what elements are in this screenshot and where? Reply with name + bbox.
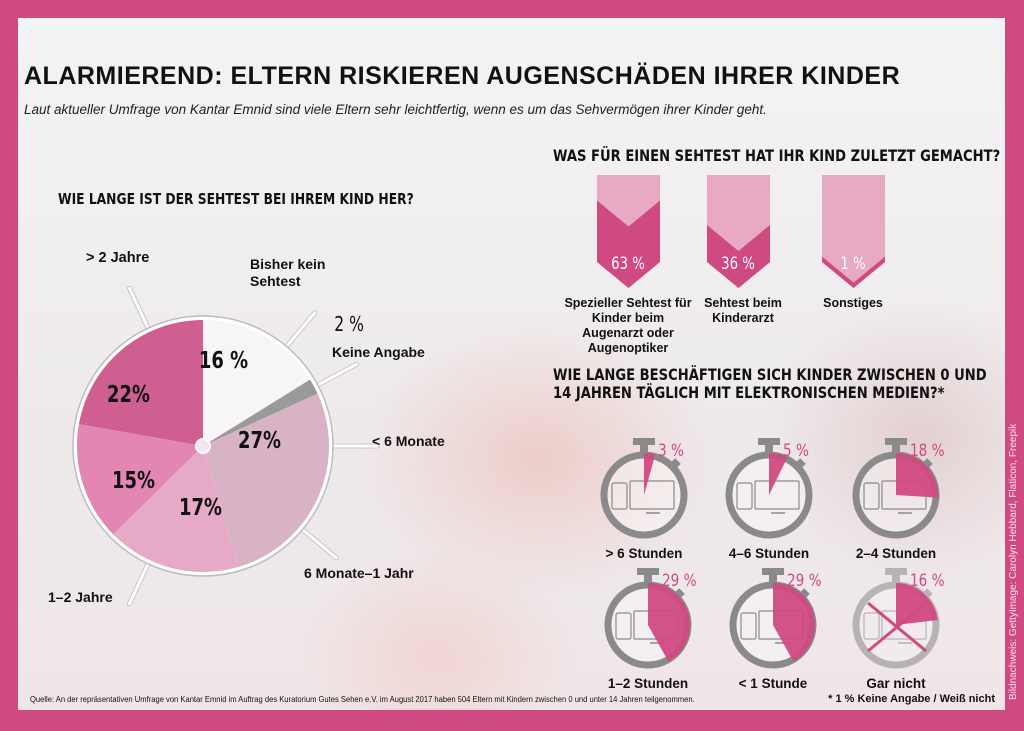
pie-chart: [72, 285, 380, 607]
pie-slice: [77, 424, 203, 535]
chevron-bar-fill: [707, 224, 770, 288]
pie-slice: [113, 446, 239, 572]
smartphone-icon: [615, 612, 632, 640]
pie-chart-title: WIE LANGE IST DER SEHTEST BEI IHREM KIND…: [58, 190, 414, 208]
stopwatch-label: Gar nicht: [866, 676, 926, 691]
pie-value-lt-6-monate: 27%: [238, 428, 282, 454]
stopwatch-chart-title: WIE LANGE BESCHÄFTIGEN SICH KINDER ZWISC…: [553, 365, 987, 402]
pie-value-1-2-jahre: 15%: [112, 468, 156, 494]
stopwatch-label: 2–4 Stunden: [855, 546, 937, 561]
chevron-chart: [597, 175, 885, 288]
stopwatch-value: 16 %: [910, 571, 945, 591]
infographic-panel: ALARMIEREND: ELTERN RISKIEREN AUGENSCHÄD…: [18, 18, 1005, 710]
pie-leader-line-inner: [127, 286, 149, 328]
chevron-bar-fill: [597, 200, 660, 288]
pie-leader-line-inner: [302, 529, 338, 560]
monitor-icon: [754, 480, 800, 510]
chevron-label-1: Sehtest beim Kinderarzt: [704, 296, 782, 325]
stopwatch-sector: [773, 583, 815, 662]
pie-slice: [203, 379, 318, 446]
pie-slice: [78, 320, 203, 446]
chevron-bar-fill: [822, 256, 885, 288]
smartphone-icon: [736, 482, 753, 510]
source-note: Quelle: An der repräsentativen Umfrage v…: [30, 695, 695, 704]
stopwatch-sector: [644, 453, 656, 495]
stopwatch-sector: [769, 453, 788, 495]
stopwatch-label: 1–2 Stunden: [607, 676, 689, 691]
pie-value-kein-sehtest: 16 %: [198, 348, 249, 374]
stopwatch-label: < 1 Stunde: [738, 676, 808, 691]
chevron-value-2: 1 %: [840, 254, 866, 274]
pie-label-1-2-jahre: 1–2 Jahre: [48, 589, 113, 605]
chevron-value-0: 63 %: [611, 254, 645, 274]
smartphone-icon: [863, 482, 880, 510]
chevron-value-1: 36 %: [721, 254, 755, 274]
stopwatch-value: 5 %: [783, 441, 809, 461]
pie-center: [195, 438, 211, 454]
stopwatch-sector: [896, 583, 938, 625]
pie-label-gt-2-jahre: > 2 Jahre: [86, 250, 150, 266]
chevron-label-2: Sonstiges: [823, 296, 883, 310]
pie-value-keine-angabe: 2 %: [334, 312, 364, 336]
footnote: * 1 % Keine Angabe / Weiß nicht: [828, 693, 995, 705]
stopwatch-value: 18 %: [910, 441, 945, 461]
page-subtitle: Laut aktueller Umfrage von Kantar Emnid …: [24, 102, 767, 117]
stopwatch-value: 29 %: [787, 571, 822, 591]
smartphone-icon: [740, 612, 757, 640]
pie-slice: [203, 320, 311, 446]
pie-leader-line-inner: [127, 564, 149, 606]
monitor-icon: [629, 480, 675, 510]
pie-label-keine-angabe: Keine Angabe: [332, 344, 425, 360]
chevron-chart-title: WAS FÜR EINEN SEHTEST HAT IHR KIND ZULET…: [553, 146, 1001, 165]
image-credit: Bildnachweis: GettyImage: Carolyn Hebbar…: [1008, 423, 1019, 700]
pie-slice: [203, 393, 329, 567]
pie-label-kein-sehtest: Bisher kein Sehtest: [250, 256, 326, 289]
chevron-label-0: Spezieller Sehtest für Kinder beim Augen…: [564, 296, 692, 355]
pie-value-6-monate-1-jahr: 17%: [179, 495, 223, 521]
stopwatch-chart: [600, 438, 940, 669]
chevron-bar-background: [822, 175, 885, 288]
pie-leader-line-inner: [318, 362, 359, 386]
smartphone-icon: [863, 612, 880, 640]
stopwatch-value: 29 %: [662, 571, 697, 591]
pie-leader-line-inner: [286, 311, 317, 347]
pie-value-gt-2-jahre: 22%: [107, 382, 151, 408]
stopwatch-value: 3 %: [658, 441, 684, 461]
pie-label-6-monate-1-jahr: 6 Monate–1 Jahr: [304, 565, 414, 581]
page-title: ALARMIEREND: ELTERN RISKIEREN AUGENSCHÄD…: [24, 62, 901, 90]
stopwatch-label: 4–6 Stunden: [728, 546, 810, 561]
pie-label-lt-6-monate: < 6 Monate: [372, 433, 445, 449]
smartphone-icon: [611, 482, 628, 510]
stopwatch-label: > 6 Stunden: [605, 546, 683, 561]
stopwatch-sector: [648, 583, 690, 662]
cross-icon: [867, 601, 927, 653]
stopwatch-sector: [896, 453, 938, 498]
